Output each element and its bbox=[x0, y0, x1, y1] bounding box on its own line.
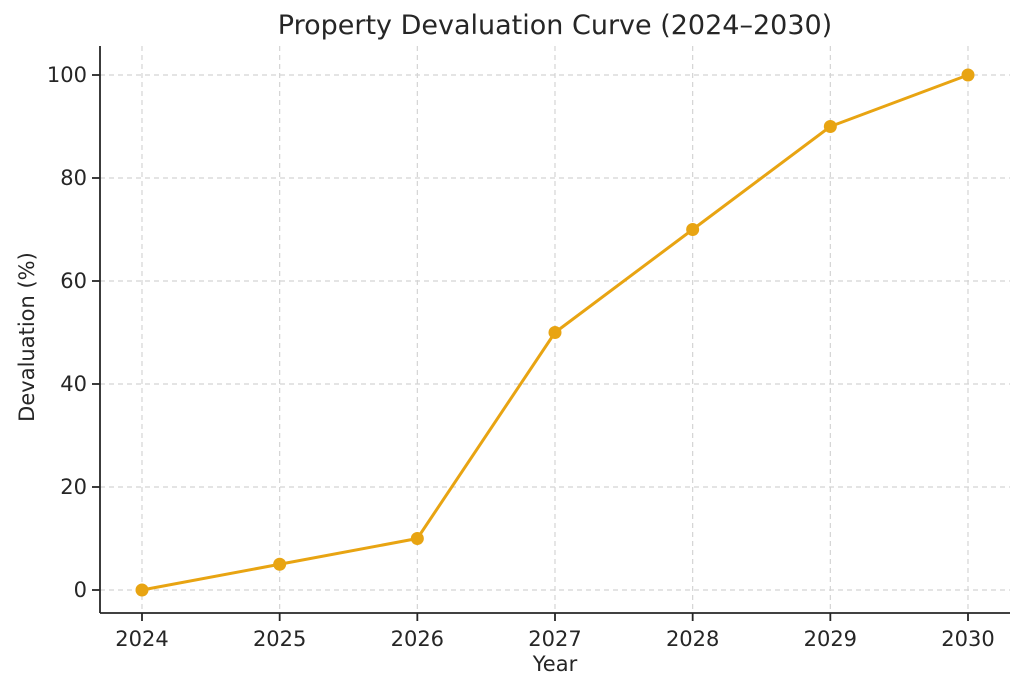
y-tick-label: 60 bbox=[60, 269, 87, 293]
y-axis-label: Devaluation (%) bbox=[15, 252, 39, 422]
data-point-marker bbox=[273, 557, 287, 571]
x-tick-label: 2027 bbox=[528, 627, 581, 651]
data-point-marker bbox=[961, 68, 975, 82]
x-tick-label: 2026 bbox=[391, 627, 444, 651]
x-tick-label: 2030 bbox=[941, 627, 994, 651]
x-tick-label: 2029 bbox=[804, 627, 857, 651]
data-point-marker bbox=[686, 223, 700, 236]
data-point-marker bbox=[823, 120, 837, 133]
data-point-marker bbox=[548, 326, 562, 339]
chart-title: Property Devaluation Curve (2024–2030) bbox=[277, 10, 833, 41]
y-tick-label: 40 bbox=[60, 372, 87, 396]
x-tick-label: 2028 bbox=[666, 627, 719, 651]
y-tick-label: 80 bbox=[60, 166, 87, 190]
y-tick-label: 20 bbox=[60, 475, 87, 499]
x-axis-label: Year bbox=[532, 652, 578, 676]
x-tick-label: 2025 bbox=[253, 627, 306, 651]
y-tick-label: 0 bbox=[74, 578, 87, 602]
data-point-marker bbox=[410, 532, 424, 545]
x-tick-label: 2024 bbox=[115, 627, 168, 651]
data-point-marker bbox=[135, 583, 149, 597]
y-tick-label: 100 bbox=[47, 63, 87, 87]
